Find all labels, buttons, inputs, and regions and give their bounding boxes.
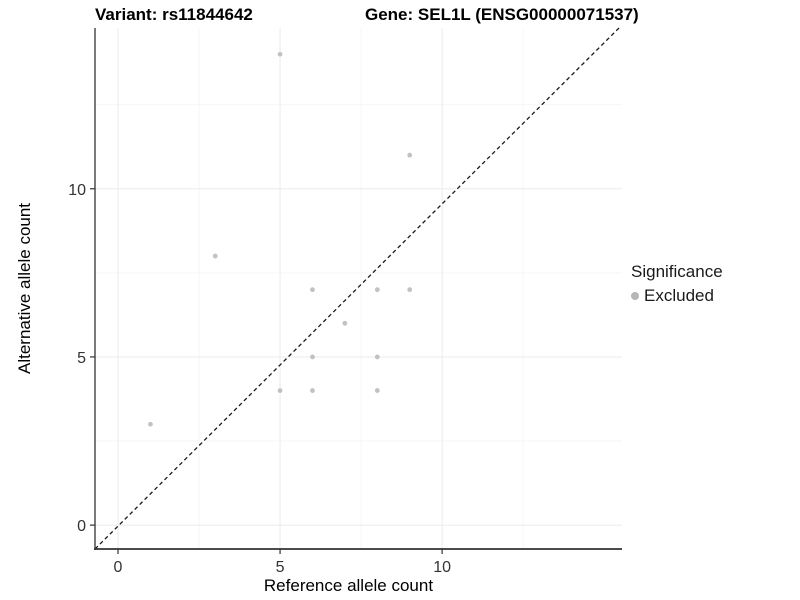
y-tick-label: 5: [77, 350, 86, 367]
y-tick-label: 10: [68, 182, 86, 199]
x-tick-label: 0: [114, 559, 123, 576]
legend-point-icon: [631, 292, 639, 300]
data-point: [374, 388, 380, 393]
x-tick-label: 5: [276, 559, 285, 576]
data-point: [310, 354, 315, 360]
data-point: [148, 421, 153, 427]
data-point: [407, 152, 413, 158]
data-point: [212, 253, 218, 259]
legend-item-excluded: Excluded: [631, 285, 723, 307]
y-tick-label: 0: [77, 518, 86, 535]
data-point: [310, 287, 315, 293]
x-axis-title: Reference allele count: [264, 576, 433, 595]
data-point: [277, 388, 283, 393]
data-point: [374, 354, 380, 360]
plot-title-gene: Gene: SEL1L (ENSG00000071537): [365, 5, 639, 24]
x-tick-label: 10: [433, 559, 451, 576]
data-point: [342, 320, 348, 326]
data-point: [407, 287, 413, 293]
legend: Significance Excluded: [631, 261, 723, 307]
legend-item-label: Excluded: [644, 286, 714, 305]
data-point: [374, 287, 380, 293]
data-point: [310, 388, 315, 393]
legend-title: Significance: [631, 262, 723, 281]
data-point: [277, 51, 283, 57]
identity-dashed-line: [94, 27, 620, 550]
y-axis-title: Alternative allele count: [15, 203, 34, 374]
plot-title-variant: Variant: rs11844642: [95, 5, 253, 24]
